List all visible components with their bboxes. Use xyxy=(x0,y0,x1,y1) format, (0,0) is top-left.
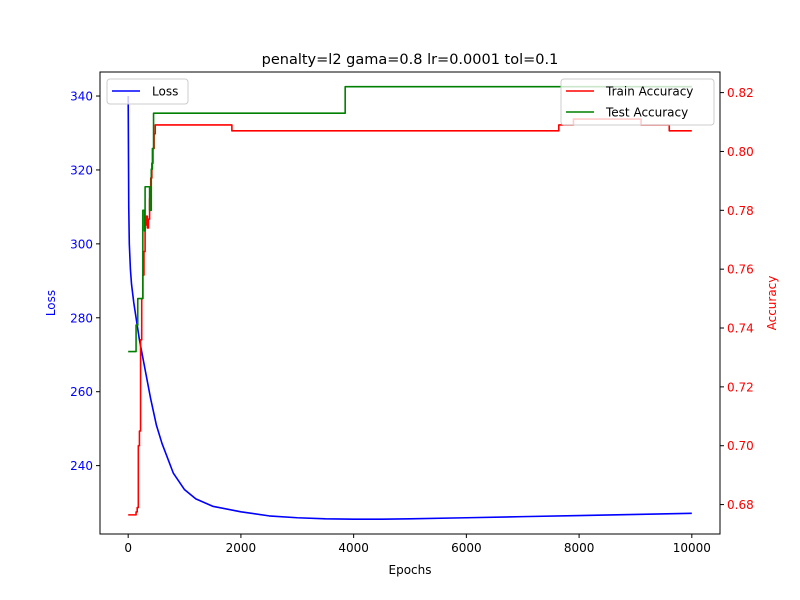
x-axis: 0 2000 4000 6000 8000 10000 xyxy=(124,534,711,555)
legend-right-box xyxy=(560,78,715,126)
y-left-tick-label: 340 xyxy=(70,90,93,104)
y-axis-right-label: Accuracy xyxy=(765,276,779,331)
y-axis-left-label: Loss xyxy=(44,290,58,316)
x-tick-label: 10000 xyxy=(673,541,711,555)
y-right-tick-label: 0.76 xyxy=(727,263,754,277)
legend-label-loss: Loss xyxy=(152,85,178,99)
legend-left: Loss xyxy=(106,78,189,105)
y-left-tick-label: 240 xyxy=(70,459,93,473)
x-tick-label: 2000 xyxy=(226,541,257,555)
x-tick-label: 0 xyxy=(124,541,132,555)
y-left-tick-label: 260 xyxy=(70,385,93,399)
series-line-test-accuracy xyxy=(128,85,692,353)
y-right-tick-label: 0.82 xyxy=(727,86,754,100)
legend-left-box xyxy=(106,78,189,105)
plot-frame xyxy=(99,71,721,535)
legend-right: Train Accuracy Test Accuracy xyxy=(560,78,715,126)
legend-label-test-accuracy: Test Accuracy xyxy=(605,106,688,120)
x-tick-label: 4000 xyxy=(338,541,369,555)
x-axis-label: Epochs xyxy=(389,563,432,577)
legend-label-train-accuracy: Train Accuracy xyxy=(605,85,693,99)
y-left-tick-label: 280 xyxy=(70,311,93,325)
y-right-tick-label: 0.78 xyxy=(727,204,754,218)
y-axis-right: 0.68 0.70 0.72 0.74 0.76 0.78 0.80 0.82 xyxy=(720,86,754,512)
y-left-tick-label: 300 xyxy=(70,237,93,251)
series-layer xyxy=(127,85,692,521)
y-right-tick-label: 0.72 xyxy=(727,380,754,394)
y-right-tick-label: 0.74 xyxy=(727,322,754,336)
chart-title: penalty=l2 gama=0.8 lr=0.0001 tol=0.1 xyxy=(262,52,559,68)
y-left-tick-label: 320 xyxy=(70,163,93,177)
series-line-train-accuracy xyxy=(128,118,692,516)
y-right-tick-label: 0.68 xyxy=(727,498,754,512)
y-right-tick-label: 0.70 xyxy=(727,439,754,453)
x-tick-label: 8000 xyxy=(564,541,595,555)
y-right-tick-label: 0.80 xyxy=(727,145,754,159)
series-line-loss xyxy=(127,96,692,521)
y-axis-left: 240 260 280 300 320 340 xyxy=(70,90,100,473)
x-tick-label: 6000 xyxy=(451,541,482,555)
